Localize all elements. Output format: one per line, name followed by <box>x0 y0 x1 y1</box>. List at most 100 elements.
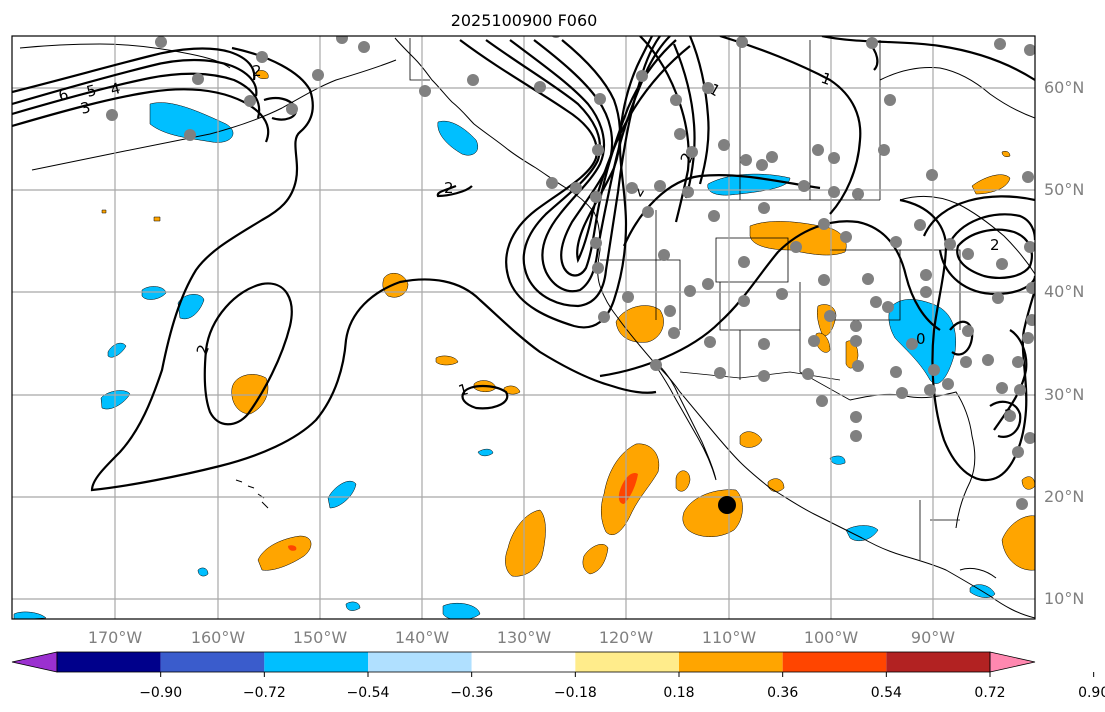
lat-label: 50°N <box>1044 180 1084 199</box>
station-marker <box>920 269 932 281</box>
station-marker <box>824 310 836 322</box>
station-marker <box>664 305 676 317</box>
border-line <box>409 38 430 81</box>
positive-anomaly-region <box>739 431 763 448</box>
station-marker <box>1004 410 1016 422</box>
coastline <box>651 359 717 481</box>
station-marker <box>996 258 1008 270</box>
tropical-cyclone-marker <box>718 496 736 514</box>
station-marker <box>890 366 902 378</box>
positive-anomaly-region <box>101 209 107 214</box>
positive-anomaly-region <box>749 221 847 256</box>
station-marker <box>878 144 890 156</box>
colorbar-segment <box>679 652 783 672</box>
colorbar-tick-label: −0.72 <box>243 685 286 701</box>
station-marker <box>926 169 938 181</box>
negative-anomaly-region <box>845 525 879 541</box>
contour-line <box>485 36 661 308</box>
station-marker <box>816 395 828 407</box>
lon-label: 130°W <box>497 628 552 647</box>
colorbar-tick-label: 0.36 <box>767 685 798 701</box>
station-marker <box>884 94 896 106</box>
station-marker <box>702 82 714 94</box>
station-marker <box>1012 446 1024 458</box>
colorbar-tick-label: 0.54 <box>871 685 902 701</box>
positive-anomaly-region <box>815 332 831 353</box>
station-marker <box>684 285 696 297</box>
station-marker <box>592 262 604 274</box>
contour-line <box>719 36 862 215</box>
colorbar-segment <box>57 652 161 672</box>
negative-anomaly-region <box>13 611 47 619</box>
colorbar: −0.90 −0.72 −0.54 −0.36 −0.18 0.18 0.36 0.54 0.7… <box>11 651 1105 701</box>
positive-anomaly-region <box>767 478 785 492</box>
colorbar-tick-label: −0.18 <box>554 685 597 701</box>
contour-label: 3 <box>79 98 93 118</box>
contour-label: 1 <box>456 380 470 400</box>
station-marker <box>924 384 936 396</box>
station-marker <box>776 288 788 300</box>
map-frame <box>11 35 1036 620</box>
positive-anomaly-region <box>1001 515 1035 571</box>
lon-label: 110°W <box>702 628 757 647</box>
station-marker <box>870 296 882 308</box>
station-marker <box>1026 314 1035 326</box>
contour-line <box>672 43 696 199</box>
lat-label: 10°N <box>1044 589 1084 608</box>
positive-anomaly-region <box>505 509 546 577</box>
colorbar-segment <box>782 652 887 672</box>
contour-line <box>599 220 941 378</box>
station-marker <box>992 292 1004 304</box>
station-marker <box>758 338 770 350</box>
colorbar-segment <box>368 652 472 672</box>
colorbar-segment <box>886 652 990 672</box>
coastline <box>879 67 1035 119</box>
contour-line <box>639 36 690 223</box>
lon-label: 120°W <box>599 628 654 647</box>
contour-line <box>12 47 256 94</box>
station-marker <box>740 154 752 166</box>
border-line <box>830 249 901 321</box>
negative-anomaly-region <box>149 102 234 143</box>
station-marker <box>738 295 750 307</box>
station-marker <box>756 159 768 171</box>
positive-anomaly-region <box>382 272 409 298</box>
border-line <box>600 259 681 330</box>
positive-anomaly-region <box>615 305 664 343</box>
contour-line <box>203 282 293 426</box>
station-marker <box>882 301 894 313</box>
station-marker <box>192 73 204 85</box>
station-marker <box>650 359 662 371</box>
lon-label: 160°W <box>191 628 246 647</box>
station-marker <box>286 103 298 115</box>
negative-anomaly-region <box>141 286 167 300</box>
contour-label: 2 <box>990 236 1000 254</box>
colorbar-tick-label: −0.54 <box>347 685 390 701</box>
station-marker <box>256 51 268 63</box>
station-marker <box>994 38 1006 50</box>
contour-line <box>12 88 270 143</box>
station-marker <box>982 354 994 366</box>
colorbar-segment <box>989 651 1036 673</box>
coastline <box>394 37 1035 619</box>
station-marker <box>598 311 610 323</box>
lat-label: 20°N <box>1044 487 1084 506</box>
station-marker <box>1024 241 1035 253</box>
coastline <box>235 479 269 509</box>
border-line <box>719 282 801 331</box>
positive-anomaly-region <box>1001 150 1011 158</box>
positive-anomaly-region <box>435 355 459 366</box>
longitude-axis: 170°W 160°W 150°W 140°W 130°W 120°W 110°… <box>88 628 955 647</box>
station-marker <box>818 218 830 230</box>
station-marker <box>840 231 852 243</box>
contour-line <box>989 400 1022 438</box>
negative-anomaly-region <box>888 299 956 384</box>
lon-label: 140°W <box>395 628 450 647</box>
station-marker <box>592 144 604 156</box>
lat-label: 60°N <box>1044 78 1084 97</box>
station-marker <box>590 191 602 203</box>
positive-anomaly-region <box>675 470 691 492</box>
map-panel: 6 5 4 3 2 2 2 1 1 0 2 2 1 2 2 <box>12 36 1035 619</box>
station-marker <box>1026 282 1035 294</box>
positive-anomaly-region <box>1021 476 1035 490</box>
